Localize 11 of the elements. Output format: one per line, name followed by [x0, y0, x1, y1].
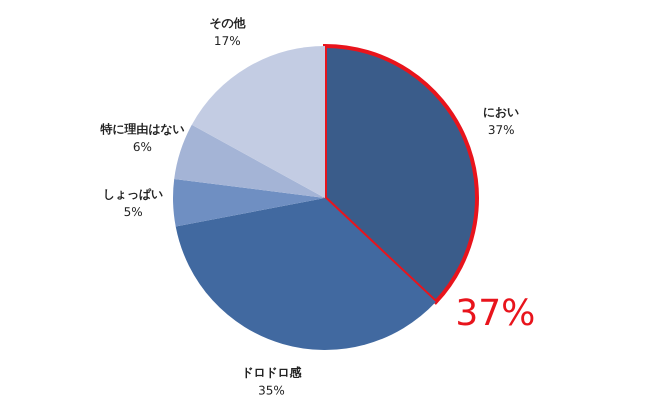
data-label: 35%: [258, 384, 285, 396]
data-label: 6%: [132, 140, 152, 154]
slice-label: におい: [483, 104, 520, 119]
slice-label: 特に理由はない: [99, 122, 184, 136]
data-label: 17%: [214, 34, 241, 48]
data-label: 5%: [124, 205, 143, 220]
slice-label: しょっぱい: [103, 187, 164, 202]
text: 37%: [455, 292, 536, 334]
slice-label: その他: [209, 16, 246, 30]
slice-label: ドロドロ感: [241, 366, 302, 380]
data-label: 37%: [488, 122, 515, 137]
